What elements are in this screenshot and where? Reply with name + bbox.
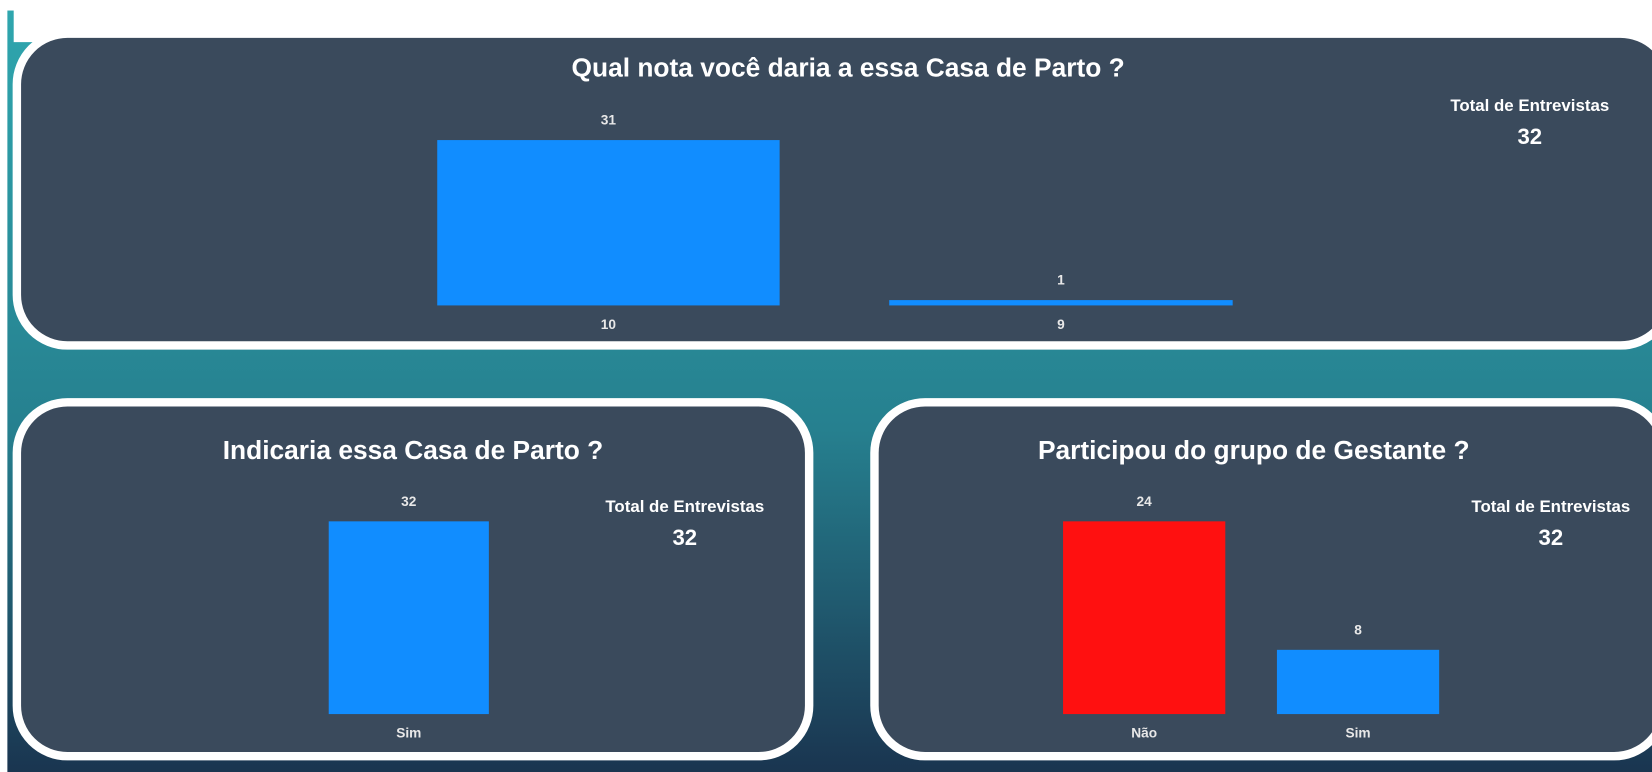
- category-label: 9: [1057, 317, 1065, 332]
- card-value: 32: [673, 525, 698, 550]
- category-label: 10: [601, 317, 617, 332]
- bar: [1276, 649, 1440, 715]
- chart-title: Participou do grupo de Gestante ?: [1038, 435, 1470, 465]
- category-label: Não: [1131, 726, 1157, 741]
- card-label: Total de Entrevistas: [1471, 497, 1630, 516]
- category-label: Sim: [396, 726, 421, 741]
- data-label: 8: [1354, 622, 1362, 637]
- chart-title: Indicaria essa Casa de Parto ?: [223, 435, 604, 465]
- card-value: 32: [1517, 124, 1542, 149]
- card-label: Total de Entrevistas: [1450, 96, 1609, 115]
- card-label: Total de Entrevistas: [605, 497, 764, 516]
- bar: [437, 140, 780, 306]
- data-label: 24: [1137, 494, 1153, 509]
- bar: [328, 521, 489, 715]
- category-label: Sim: [1345, 726, 1370, 741]
- bar: [1063, 521, 1226, 715]
- chart-title: Qual nota você daria a essa Casa de Part…: [572, 52, 1125, 82]
- data-label: 31: [601, 113, 617, 128]
- data-label: 32: [401, 494, 417, 509]
- data-label: 1: [1057, 273, 1065, 288]
- bar: [889, 300, 1233, 306]
- panel: [12, 29, 1652, 350]
- card-value: 32: [1539, 525, 1564, 550]
